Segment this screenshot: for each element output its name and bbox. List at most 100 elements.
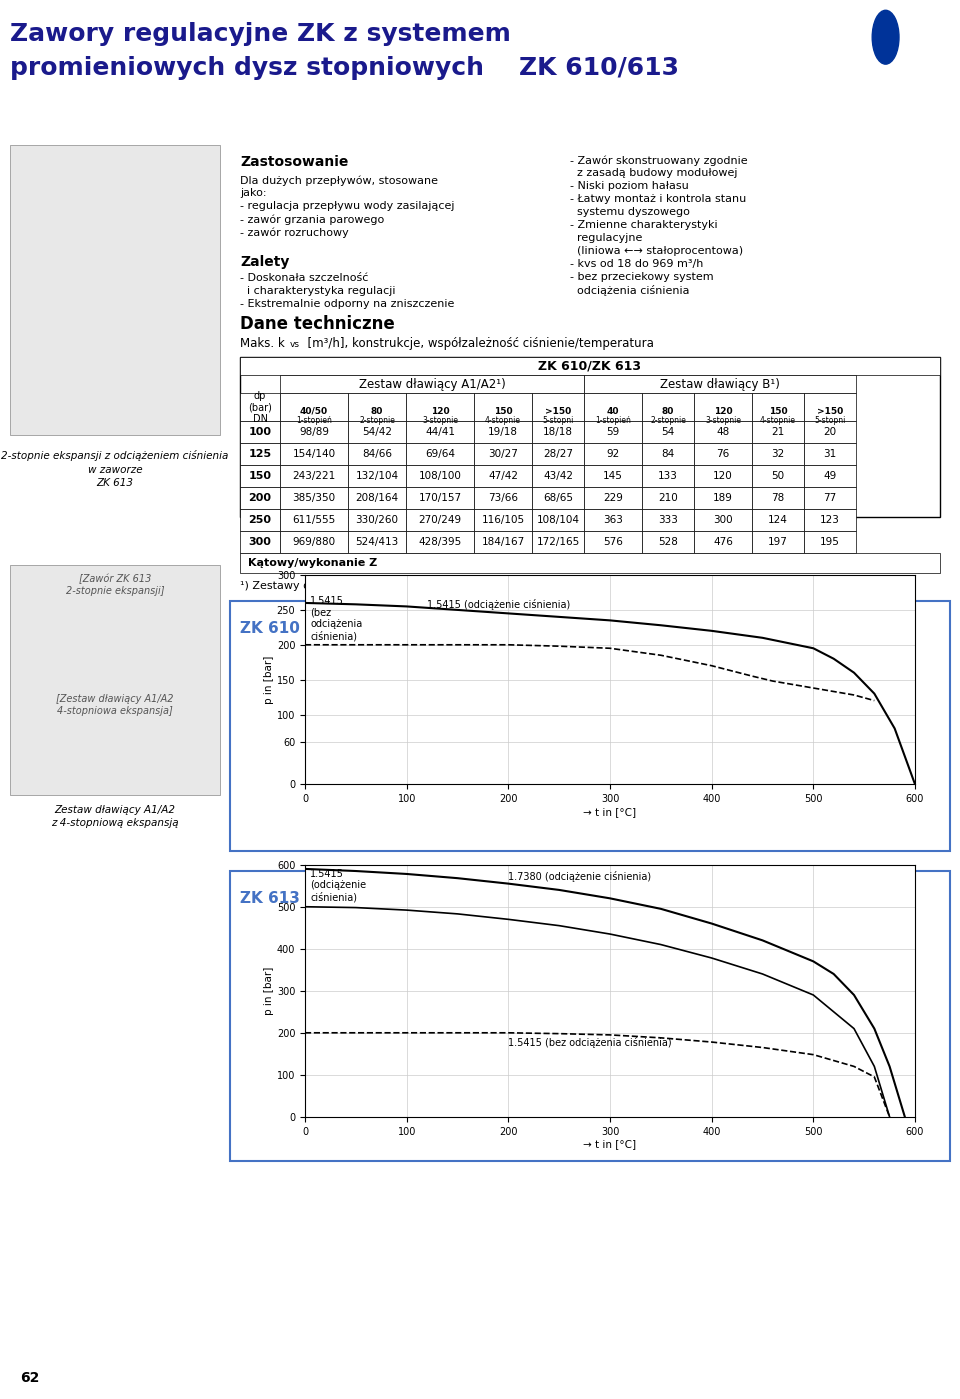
Text: i charakterystyka regulacji: i charakterystyka regulacji (240, 287, 396, 297)
Text: dp
(bar)
DN: dp (bar) DN (248, 390, 272, 424)
Bar (642, 487, 694, 509)
Bar (804, 421, 856, 443)
Text: 2-stopnie ekspansji z odciążeniem ciśnienia: 2-stopnie ekspansji z odciążeniem ciśnie… (1, 450, 228, 462)
Text: 49: 49 (824, 471, 836, 481)
Text: 150: 150 (769, 407, 787, 416)
Text: Zestaw dławiący A1/A2: Zestaw dławiący A1/A2 (55, 804, 176, 816)
Bar (406, 393, 474, 421)
Text: 154/140: 154/140 (293, 449, 336, 459)
Bar (584, 532, 642, 553)
Text: 44/41: 44/41 (425, 427, 455, 436)
Bar (694, 509, 752, 532)
Text: 1.5415 (bez odciążenia ciśnienia): 1.5415 (bez odciążenia ciśnienia) (509, 1037, 672, 1048)
Ellipse shape (873, 10, 899, 64)
Text: systemu dyszowego: systemu dyszowego (570, 207, 690, 217)
Text: ZK 613: ZK 613 (97, 478, 133, 488)
Text: 1.5415
(odciążenie
ciśnienia): 1.5415 (odciążenie ciśnienia) (310, 869, 366, 902)
Text: 428/395: 428/395 (419, 537, 462, 547)
Text: 80: 80 (371, 407, 383, 416)
Text: 200: 200 (249, 492, 272, 504)
Text: - bez przeciekowy system: - bez przeciekowy system (570, 273, 713, 283)
Text: - Łatwy montaż i kontrola stanu: - Łatwy montaż i kontrola stanu (570, 194, 746, 204)
Bar (280, 421, 348, 443)
Bar (348, 487, 406, 509)
Bar (642, 421, 694, 443)
Text: 68/65: 68/65 (543, 492, 573, 504)
Bar (240, 443, 280, 464)
Text: - kvs od 18 do 969 m³/h: - kvs od 18 do 969 m³/h (570, 259, 704, 269)
Text: 208/164: 208/164 (355, 492, 398, 504)
Bar (804, 393, 856, 421)
Text: 195: 195 (820, 537, 840, 547)
Text: 145: 145 (603, 471, 623, 481)
Bar (804, 443, 856, 464)
Text: z zasadą budowy modułowej: z zasadą budowy modułowej (570, 168, 737, 178)
Text: ZK 610/ZK 613: ZK 610/ZK 613 (539, 360, 641, 372)
Bar (752, 443, 804, 464)
FancyBboxPatch shape (230, 602, 950, 851)
Bar (348, 532, 406, 553)
Bar (280, 464, 348, 487)
Bar (474, 487, 532, 509)
Bar (752, 532, 804, 553)
Bar (642, 532, 694, 553)
Text: Maks. k: Maks. k (240, 337, 285, 350)
Text: 77: 77 (824, 492, 836, 504)
Text: 385/350: 385/350 (293, 492, 336, 504)
Text: 132/104: 132/104 (355, 471, 398, 481)
Text: Zestaw dławiący B¹): Zestaw dławiący B¹) (660, 378, 780, 390)
Text: 476: 476 (713, 537, 732, 547)
Bar (240, 357, 940, 375)
Text: (liniowa ←→ stałoprocentowa): (liniowa ←→ stałoprocentowa) (570, 246, 743, 256)
Bar (694, 443, 752, 464)
Bar (532, 487, 584, 509)
Text: Zalety: Zalety (240, 255, 289, 269)
Bar (406, 532, 474, 553)
Bar (532, 393, 584, 421)
Bar (804, 509, 856, 532)
Bar (280, 509, 348, 532)
Text: 3-stopnie: 3-stopnie (422, 416, 458, 425)
Bar (642, 509, 694, 532)
Text: 300: 300 (249, 537, 272, 547)
Text: ¹) Zestawy dławiące: A1 dla cieczy, A2 dla pary, B dla przepływu 2-fazowego: ¹) Zestawy dławiące: A1 dla cieczy, A2 d… (240, 581, 668, 592)
Text: 330/260: 330/260 (355, 515, 398, 525)
Text: 150: 150 (249, 471, 272, 481)
Text: 270/249: 270/249 (419, 515, 462, 525)
Text: 1-stopień: 1-stopień (595, 416, 631, 425)
Text: 363: 363 (603, 515, 623, 525)
Text: odciążenia ciśnienia: odciążenia ciśnienia (570, 285, 689, 297)
Bar (348, 421, 406, 443)
Bar (280, 393, 348, 421)
Bar (584, 375, 856, 393)
Text: 125: 125 (249, 449, 272, 459)
Text: 120: 120 (713, 407, 732, 416)
Text: 969/880: 969/880 (293, 537, 336, 547)
Bar (348, 443, 406, 464)
Text: regulacyjne: regulacyjne (570, 234, 642, 243)
Text: 54/42: 54/42 (362, 427, 392, 436)
Text: 576: 576 (603, 537, 623, 547)
Text: >150: >150 (817, 407, 843, 416)
Text: z 4-stopniową ekspansją: z 4-stopniową ekspansją (51, 818, 179, 828)
Text: 189: 189 (713, 492, 732, 504)
Text: 184/167: 184/167 (481, 537, 524, 547)
Text: 120: 120 (431, 407, 449, 416)
Text: vs: vs (290, 340, 300, 350)
Bar (694, 464, 752, 487)
Text: GESTRA: GESTRA (864, 81, 907, 91)
Text: 19/18: 19/18 (488, 427, 518, 436)
Text: 40: 40 (607, 407, 619, 416)
Text: 2-stopnie: 2-stopnie (359, 416, 395, 425)
Text: [Zestaw dławiący A1/A2
4-stopniowa ekspansja]: [Zestaw dławiący A1/A2 4-stopniowa ekspa… (57, 694, 174, 716)
Text: >150: >150 (545, 407, 571, 416)
Text: 524/413: 524/413 (355, 537, 398, 547)
Bar (804, 464, 856, 487)
Text: 229: 229 (603, 492, 623, 504)
Bar (474, 464, 532, 487)
Bar (694, 532, 752, 553)
Text: 300: 300 (713, 515, 732, 525)
Text: - Zmienne charakterystyki: - Zmienne charakterystyki (570, 220, 718, 229)
Bar (584, 487, 642, 509)
Bar (406, 421, 474, 443)
